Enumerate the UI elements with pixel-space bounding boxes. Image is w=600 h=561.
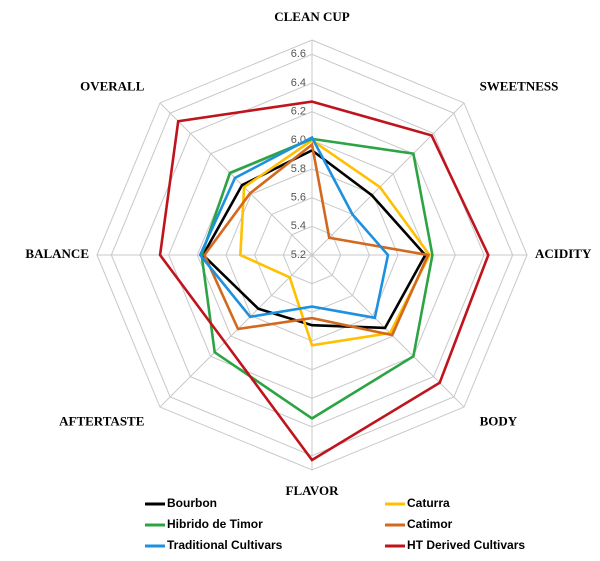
spoke bbox=[159, 254, 313, 408]
axis-label: BALANCE bbox=[25, 246, 89, 261]
series-line bbox=[158, 100, 490, 462]
legend-label: Catimor bbox=[407, 517, 453, 531]
r-tick-label: 5.6 bbox=[291, 192, 306, 204]
series-line bbox=[203, 142, 430, 337]
legend-label: Traditional Cultivars bbox=[167, 538, 283, 552]
legend-label: Caturra bbox=[407, 496, 450, 510]
r-tick-label: 5.4 bbox=[291, 220, 306, 232]
r-tick-label: 6.4 bbox=[291, 77, 306, 89]
series-line bbox=[198, 135, 390, 320]
r-tick-label: 6.6 bbox=[291, 48, 306, 60]
r-tick-label: 5.2 bbox=[291, 249, 306, 261]
spoke bbox=[159, 102, 313, 256]
series-line bbox=[201, 148, 427, 330]
spoke bbox=[311, 102, 465, 256]
axis-label: FLAVOR bbox=[286, 483, 340, 498]
r-tick-label: 6.2 bbox=[291, 106, 306, 118]
axis-label: BODY bbox=[480, 414, 518, 429]
axis-label: ACIDITY bbox=[535, 246, 592, 261]
legend-label: Hibrido de Timor bbox=[167, 517, 263, 531]
spoke bbox=[311, 254, 465, 408]
r-tick-label: 5.8 bbox=[291, 163, 306, 175]
legend-label: Bourbon bbox=[167, 496, 217, 510]
series-line bbox=[200, 137, 434, 420]
axis-label: SWEETNESS bbox=[480, 78, 559, 93]
legend-label: HT Derived Cultivars bbox=[407, 538, 525, 552]
series-line bbox=[238, 138, 432, 347]
axis-label: AFTERTASTE bbox=[59, 414, 144, 429]
axis-label: OVERALL bbox=[80, 78, 145, 93]
axis-label: CLEAN CUP bbox=[274, 9, 350, 24]
